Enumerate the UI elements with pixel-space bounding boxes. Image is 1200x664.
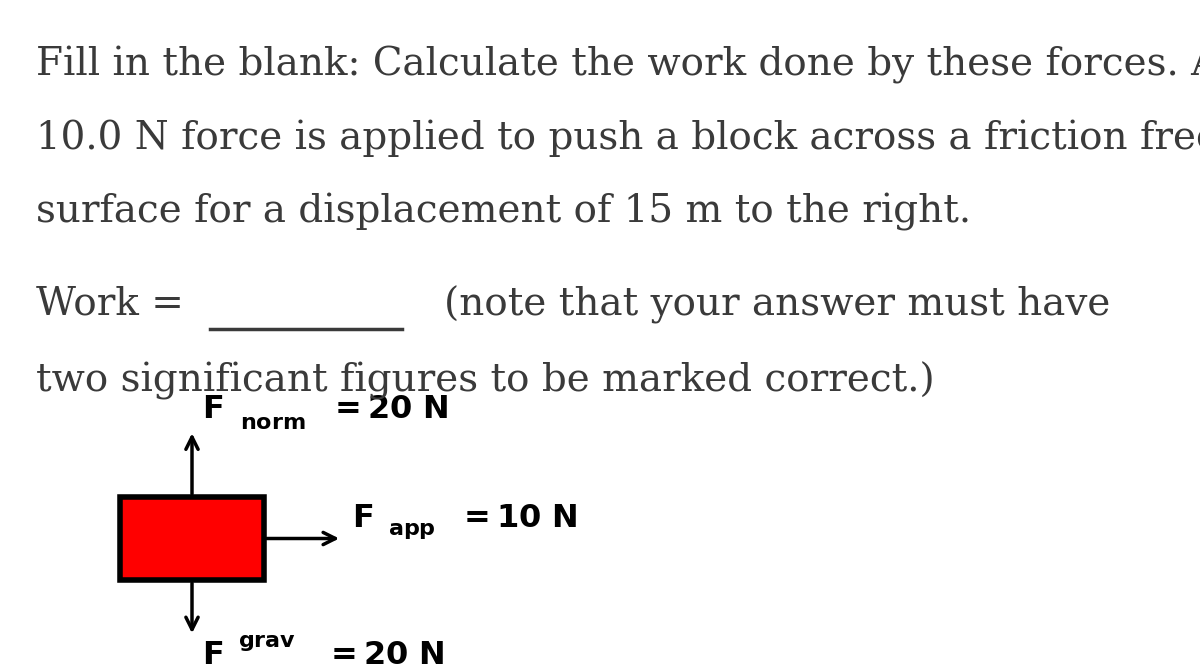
Text: Fill in the blank: Calculate the work done by these forces. A: Fill in the blank: Calculate the work do… [36,46,1200,84]
Text: (note that your answer must have: (note that your answer must have [444,286,1110,324]
Text: $\bf{norm}$: $\bf{norm}$ [240,413,306,433]
Text: $\bf{grav}$: $\bf{grav}$ [238,633,295,653]
Text: $\bf{F}$: $\bf{F}$ [202,639,223,664]
Text: $\bf{F}$: $\bf{F}$ [352,503,373,535]
Text: $\bf{=20\ N}$: $\bf{=20\ N}$ [328,394,448,425]
Text: 10.0 N force is applied to push a block across a friction free: 10.0 N force is applied to push a block … [36,120,1200,157]
Text: Work =: Work = [36,286,184,323]
Text: $\bf{=20\ N}$: $\bf{=20\ N}$ [324,639,444,664]
Text: $\bf{app}$: $\bf{app}$ [388,521,436,541]
Bar [120,497,264,580]
Text: surface for a displacement of 15 m to the right.: surface for a displacement of 15 m to th… [36,193,971,230]
Text: $\bf{F}$: $\bf{F}$ [202,394,223,425]
Text: $\bf{=10\ N}$: $\bf{=10\ N}$ [457,503,577,535]
Text: two significant figures to be marked correct.): two significant figures to be marked cor… [36,362,935,400]
